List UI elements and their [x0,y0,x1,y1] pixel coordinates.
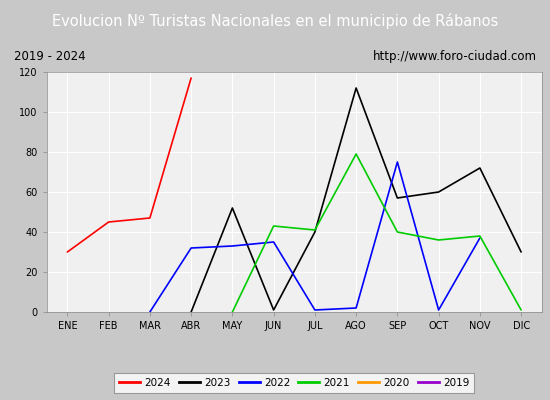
Text: http://www.foro-ciudad.com: http://www.foro-ciudad.com [372,50,536,63]
Text: Evolucion Nº Turistas Nacionales en el municipio de Rábanos: Evolucion Nº Turistas Nacionales en el m… [52,13,498,29]
Legend: 2024, 2023, 2022, 2021, 2020, 2019: 2024, 2023, 2022, 2021, 2020, 2019 [114,373,474,393]
Text: 2019 - 2024: 2019 - 2024 [14,50,85,63]
